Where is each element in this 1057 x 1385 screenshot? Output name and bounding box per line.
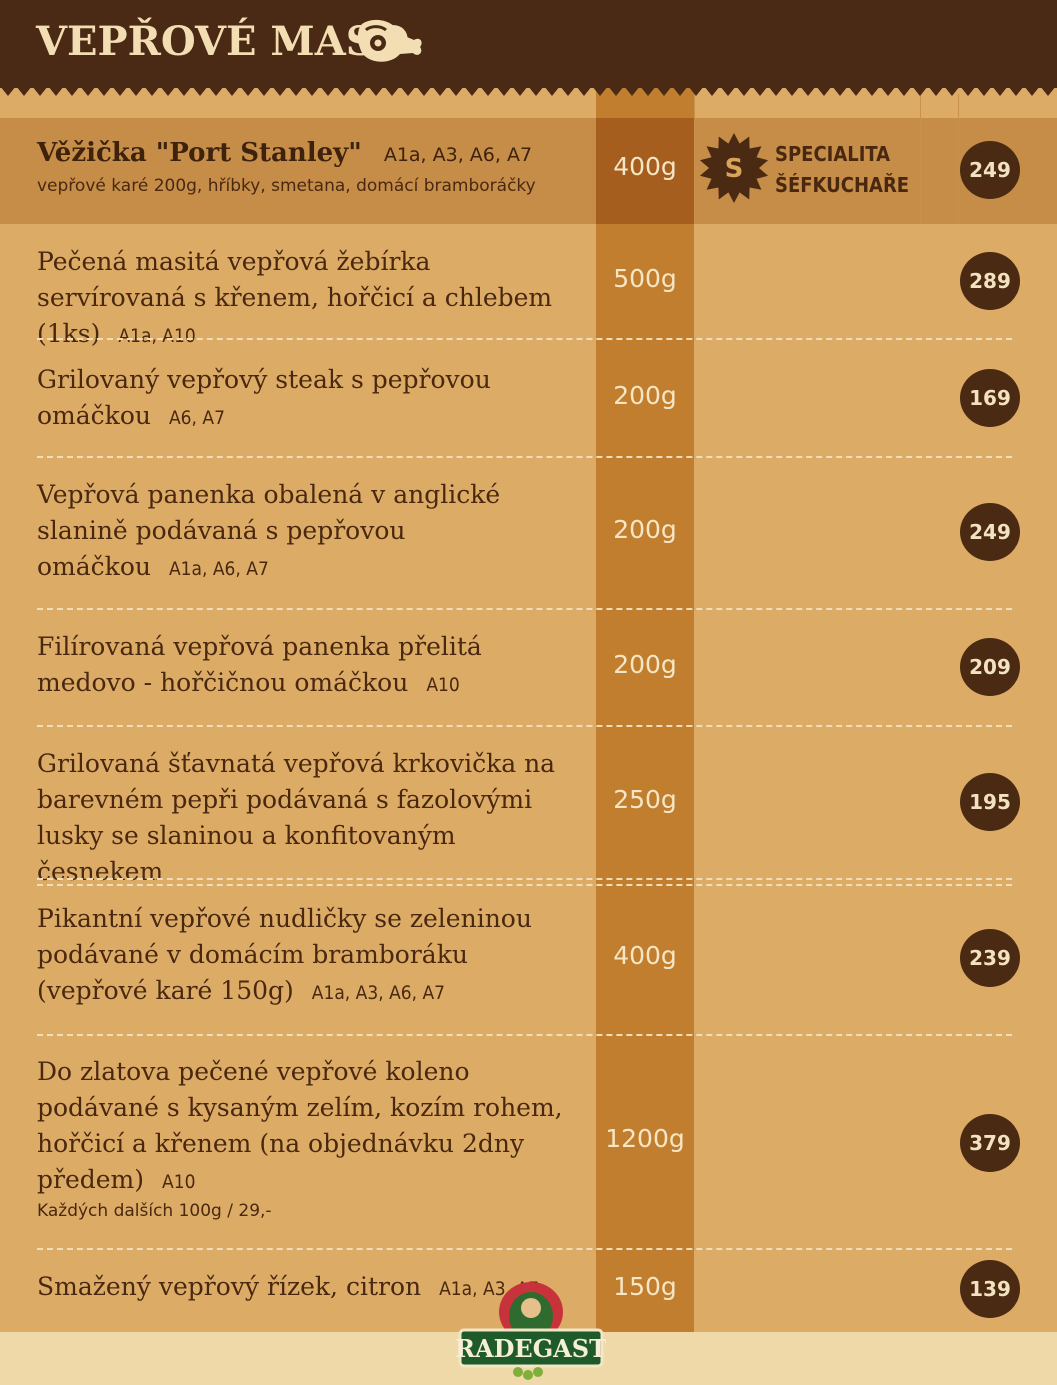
menu-item-weight: 400g xyxy=(613,941,677,970)
row-separator xyxy=(37,456,1012,458)
logo-text: RADEGAST xyxy=(456,1334,606,1363)
menu-item-title: Pikantní vepřové nudličky se zeleninou p… xyxy=(37,904,532,1005)
menu-item-price-badge: 239 xyxy=(960,929,1020,987)
menu-item-price-badge: 289 xyxy=(960,252,1020,310)
special-row xyxy=(0,118,1057,224)
special-name-text: Věžička "Port Stanley" xyxy=(37,138,362,168)
chef-label-line1: SPECIALITA xyxy=(775,142,891,166)
special-row-weight-cell xyxy=(596,118,694,224)
menu-item-weight: 200g xyxy=(613,515,677,544)
special-item-name: Věžička "Port Stanley" A1a, A3, A6, A7 xyxy=(37,138,532,168)
menu-item-title: Filírovaná vepřová panenka přelitá medov… xyxy=(37,632,482,697)
chef-badge-letter: S xyxy=(725,154,744,184)
menu-item-name: Do zlatova pečené vepřové koleno podávan… xyxy=(37,1054,582,1222)
special-weight: 400g xyxy=(613,152,677,181)
menu-item-weight: 200g xyxy=(613,381,677,410)
menu-item-allergens: A1a, A3, A6, A7 xyxy=(311,982,446,1004)
row-separator xyxy=(37,725,1012,727)
menu-item-title: Grilovaná šťavnatá vepřová krkovička na … xyxy=(37,749,556,886)
row-separator xyxy=(37,1248,1012,1250)
menu-item-title: Vepřová panenka obalená v anglické slani… xyxy=(37,480,501,581)
ham-icon xyxy=(357,19,422,62)
menu-item-weight: 250g xyxy=(613,785,677,814)
menu-item-allergens: A6, A7 xyxy=(168,407,225,429)
menu-item-weight: 500g xyxy=(613,264,677,293)
menu-background xyxy=(0,88,1057,1332)
menu-item-title: Pečená masitá vepřová žebírka servírovan… xyxy=(37,247,553,348)
chef-special-label: SPECIALITA ŠÉFKUCHAŘE xyxy=(775,139,915,201)
menu-item-name: Pikantní vepřové nudličky se zeleninou p… xyxy=(37,901,582,1011)
row-separator xyxy=(37,608,1012,610)
special-price-badge: 249 xyxy=(960,141,1020,199)
menu-item-weight: 150g xyxy=(613,1272,677,1301)
chef-special-star-icon: S xyxy=(699,133,769,203)
page-title: VEPŘOVÉ MASO xyxy=(36,18,410,65)
column-divider xyxy=(958,94,959,224)
menu-item-name: Grilovaný vepřový steak s pepřovou omáčk… xyxy=(37,362,582,436)
menu-item-allergens: A1a, A10 xyxy=(118,325,196,347)
weight-column xyxy=(596,88,694,1332)
menu-item-price-badge: 195 xyxy=(960,773,1020,831)
row-separator xyxy=(37,1034,1012,1036)
menu-item-allergens: A10 xyxy=(162,1171,196,1193)
menu-item-title: Grilovaný vepřový steak s pepřovou omáčk… xyxy=(37,365,491,430)
menu-item-note: Každých dalších 100g / 29,- xyxy=(37,1201,272,1221)
menu-item-price-badge: 139 xyxy=(960,1260,1020,1318)
menu-item-allergens: A10 xyxy=(426,674,460,696)
menu-item-price-badge: 209 xyxy=(960,638,1020,696)
menu-item-weight: 200g xyxy=(613,650,677,679)
menu-item-name: Pečená masitá vepřová žebírka servírovan… xyxy=(37,244,582,354)
row-separator xyxy=(37,338,1012,340)
column-divider xyxy=(920,94,921,224)
chef-label-line2: ŠÉFKUCHAŘE xyxy=(775,173,910,197)
menu-item-price-badge: 249 xyxy=(960,503,1020,561)
row-separator xyxy=(37,878,1012,886)
radegast-logo: RADEGAST xyxy=(456,1282,606,1380)
page-header: VEPŘOVÉ MASO xyxy=(0,0,1057,88)
menu-item-allergens: A1a, A6, A7 xyxy=(168,558,269,580)
column-divider xyxy=(694,94,695,224)
menu-item-title: Smažený vepřový řízek, citron xyxy=(37,1272,422,1301)
menu-item-name: Vepřová panenka obalená v anglické slani… xyxy=(37,477,582,587)
menu-item-price-badge: 169 xyxy=(960,369,1020,427)
special-item-description: vepřové karé 200g, hříbky, smetana, domá… xyxy=(37,176,536,196)
menu-item-title: Do zlatova pečené vepřové koleno podávan… xyxy=(37,1057,563,1194)
menu-item-weight: 1200g xyxy=(605,1124,685,1153)
special-allergens: A1a, A3, A6, A7 xyxy=(383,144,533,166)
menu-item-price-badge: 379 xyxy=(960,1114,1020,1172)
menu-item-name: Filírovaná vepřová panenka přelitá medov… xyxy=(37,629,582,703)
header-zigzag-edge xyxy=(0,86,1057,96)
menu-item-name: Grilovaná šťavnatá vepřová krkovička na … xyxy=(37,746,582,892)
